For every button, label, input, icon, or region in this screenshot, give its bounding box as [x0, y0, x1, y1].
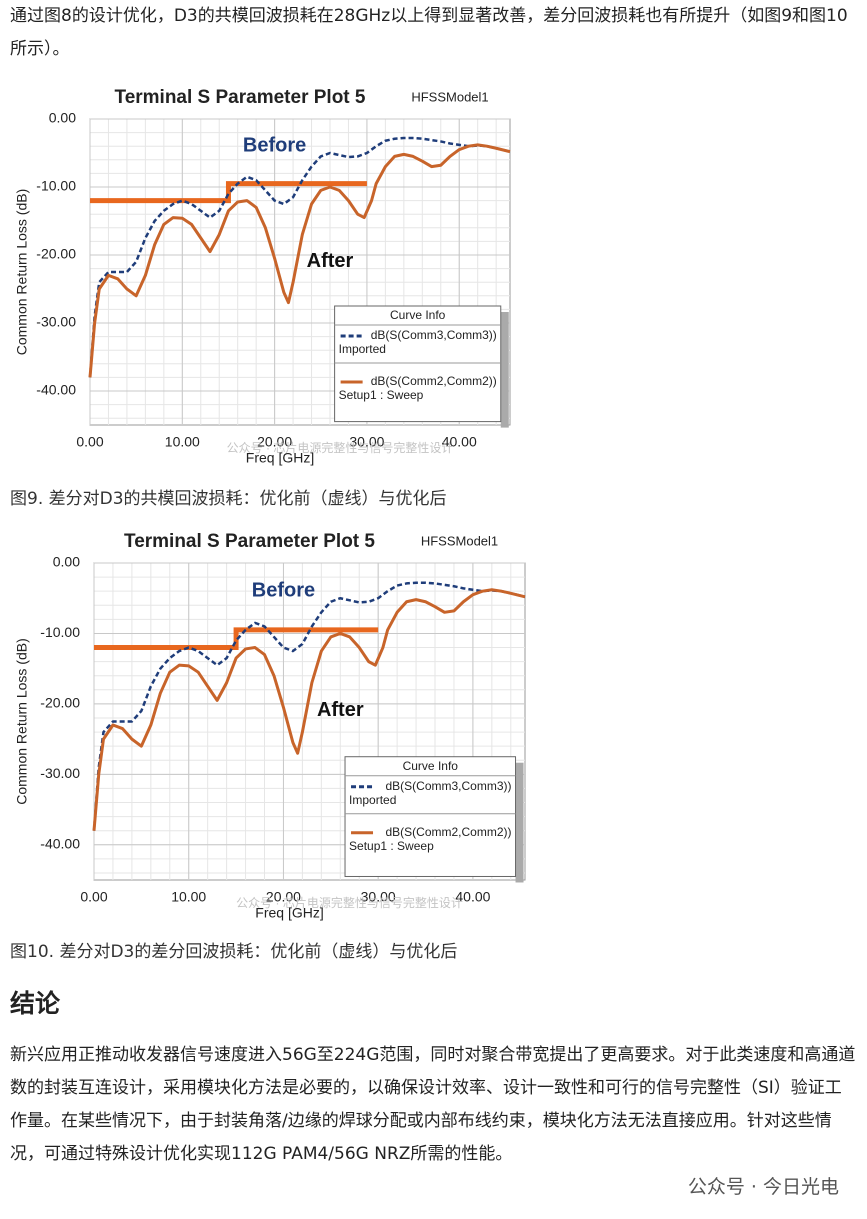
legend-label: dB(S(Comm2,Comm2)) — [386, 825, 512, 839]
x-tick-label: 40.00 — [455, 889, 490, 905]
intro-paragraph: 通过图8的设计优化，D3的共模回波损耗在28GHz以上得到显著改善，差分回波损耗… — [10, 6, 848, 59]
legend-box — [344, 756, 517, 877]
annotation: Before — [243, 134, 306, 156]
figure-caption: 图9. 差分对D3的共模回波损耗：优化前（虚线）与优化后 — [10, 489, 447, 509]
legend-title: Curve Info — [390, 308, 446, 322]
legend-shadow — [500, 312, 509, 428]
limit-line — [94, 627, 379, 651]
y-tick-label: -30.00 — [40, 765, 80, 781]
x-tick-label: 0.00 — [76, 434, 103, 450]
x-tick-label: 0.00 — [80, 889, 107, 905]
y-tick-label: -20.00 — [36, 246, 76, 262]
figure-caption: 图10. 差分对D3的差分回波损耗：优化前（虚线）与优化后 — [10, 942, 458, 962]
y-tick-label: -20.00 — [40, 695, 80, 711]
legend-source: Imported — [349, 793, 396, 807]
chart-title: Terminal S Parameter Plot 5 — [115, 87, 366, 108]
x-tick-label: 40.00 — [442, 434, 477, 450]
y-axis-label: Common Return Loss (dB) — [14, 638, 30, 805]
legend-label: dB(S(Comm3,Comm3)) — [371, 328, 497, 342]
annotation: After — [317, 699, 364, 721]
legend-source: Setup1 : Sweep — [349, 839, 434, 853]
y-tick-label: -40.00 — [40, 835, 80, 851]
x-tick-label: 30.00 — [361, 889, 396, 905]
x-tick-label: 20.00 — [257, 434, 292, 450]
legend-label: dB(S(Comm2,Comm2)) — [371, 374, 497, 388]
chart: 0.00 -10.00 -20.00 -30.00 -40.00 0.00 10.00 20.… — [10, 522, 540, 922]
legend-label: dB(S(Comm3,Comm3)) — [386, 779, 512, 793]
watermark: 公众号 · 芯片电源完整性与信号完整性设计 — [236, 895, 463, 910]
x-tick-label: 10.00 — [171, 889, 206, 905]
footer-watermark: 公众号 · 今日光电 — [687, 1176, 839, 1198]
series-line — [88, 143, 511, 378]
y-tick-label: -30.00 — [36, 314, 76, 330]
series-line — [92, 581, 526, 831]
series-line — [92, 588, 526, 831]
legend-title: Curve Info — [403, 759, 459, 773]
legend-shadow — [515, 762, 524, 883]
y-tick-label: -40.00 — [36, 382, 76, 398]
section-heading: 结论 — [10, 989, 61, 1018]
legend-box — [334, 305, 502, 423]
chart: 0.00 -10.00 -20.00 -30.00 -40.00 0.00 10.00 20.… — [10, 78, 530, 470]
y-tick-label: 0.00 — [53, 554, 80, 570]
y-tick-label: -10.00 — [36, 178, 76, 194]
x-tick-label: 30.00 — [349, 434, 384, 450]
x-tick-label: 20.00 — [266, 889, 301, 905]
annotation: After — [307, 250, 354, 272]
limit-line — [90, 181, 367, 204]
legend-source: Setup1 : Sweep — [339, 388, 424, 402]
x-tick-label: 10.00 — [165, 434, 200, 450]
conclusion-paragraph: 新兴应用正推动收发器信号速度进入56G至224G范围，同时对聚合带宽提出了更高要… — [10, 1045, 856, 1164]
watermark: 公众号 · 芯片电源完整性与信号完整性设计 — [227, 440, 454, 455]
annotation: Before — [252, 579, 315, 601]
chart-subtitle: HFSSModel1 — [411, 89, 488, 104]
y-tick-label: 0.00 — [49, 110, 76, 126]
chart-title: Terminal S Parameter Plot 5 — [124, 531, 375, 552]
y-tick-label: -10.00 — [40, 624, 80, 640]
y-axis-label: Common Return Loss (dB) — [14, 189, 30, 356]
x-axis-label: Freq [GHz] — [255, 905, 323, 921]
chart-subtitle: HFSSModel1 — [421, 533, 498, 548]
x-axis-label: Freq [GHz] — [246, 450, 314, 466]
legend-source: Imported — [339, 342, 386, 356]
series-line — [88, 136, 511, 378]
